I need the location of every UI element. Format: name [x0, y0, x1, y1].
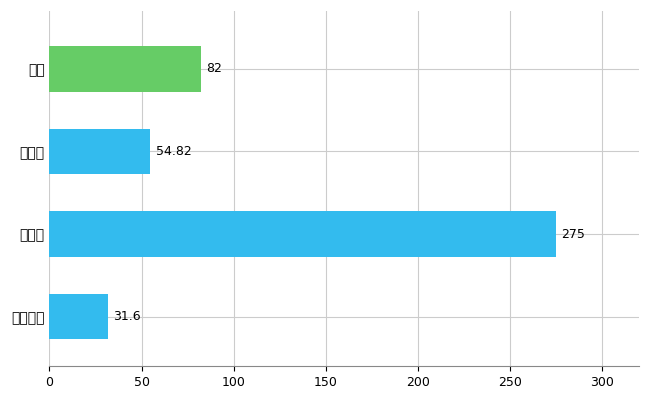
Bar: [49, 294, 108, 339]
Bar: [49, 211, 556, 257]
Bar: [49, 129, 150, 174]
Text: 275: 275: [562, 228, 586, 240]
Bar: [49, 46, 200, 92]
Text: 54.82: 54.82: [156, 145, 192, 158]
Text: 82: 82: [206, 62, 222, 76]
Text: 31.6: 31.6: [113, 310, 141, 323]
